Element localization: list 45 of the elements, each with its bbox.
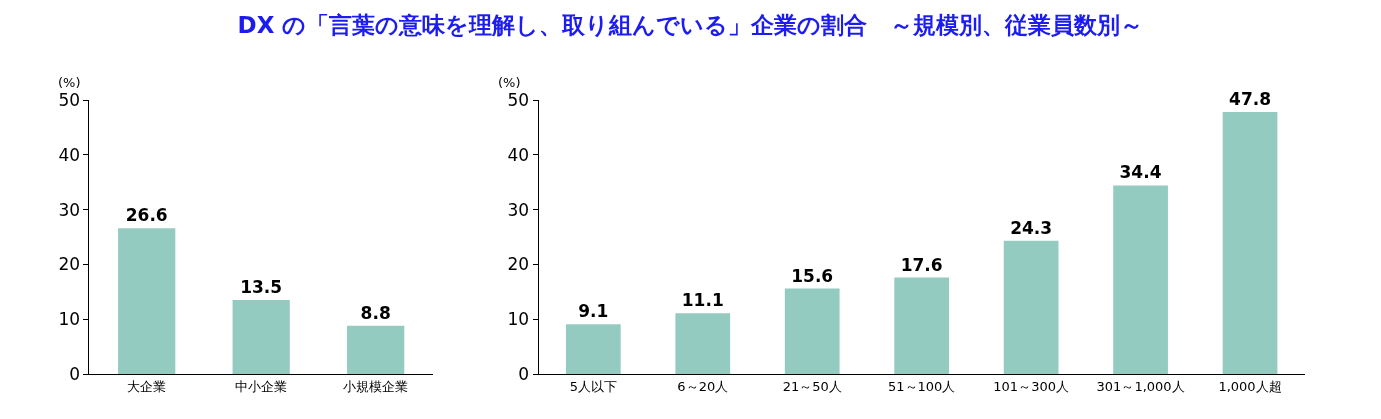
bar	[1222, 112, 1278, 374]
y-tick-label: 10	[507, 309, 530, 330]
x-tick-label: 6～20人	[677, 378, 729, 394]
y-tick-label: 20	[58, 254, 81, 275]
data-label: 24.3	[1010, 217, 1053, 238]
x-tick-label: 51～100人	[888, 378, 956, 394]
data-label: 11.1	[681, 290, 724, 311]
data-label: 34.4	[1119, 162, 1162, 183]
data-label: 9.1	[578, 301, 609, 322]
x-tick-label: 大企業	[127, 378, 167, 394]
x-tick-label: 101～300人	[993, 378, 1069, 394]
y-tick-label: 10	[58, 309, 81, 330]
y-axis-title: (%)	[58, 75, 81, 90]
y-tick-label: 40	[507, 144, 530, 165]
data-label: 8.8	[360, 302, 391, 323]
y-tick-label: 50	[58, 89, 81, 110]
bar	[1003, 240, 1059, 374]
y-tick-label: 20	[507, 254, 530, 275]
y-tick-label: 0	[518, 363, 530, 384]
y-tick-label: 0	[69, 363, 81, 384]
x-tick-label: 1,000人超	[1218, 378, 1282, 394]
data-label: 47.8	[1229, 89, 1272, 110]
data-label: 13.5	[240, 277, 283, 298]
y-tick-label: 30	[507, 199, 530, 220]
data-label: 17.6	[900, 254, 943, 275]
bar	[118, 228, 176, 374]
x-tick-label: 小規模企業	[343, 378, 409, 394]
x-tick-label: 5人以下	[569, 378, 617, 394]
x-tick-label: 中小企業	[235, 378, 288, 394]
data-label: 26.6	[125, 205, 168, 226]
y-tick-label: 50	[507, 89, 530, 110]
bar	[565, 324, 621, 374]
x-tick-label: 21～50人	[782, 378, 842, 394]
bar	[784, 288, 840, 374]
data-label: 15.6	[791, 265, 834, 286]
bar	[1113, 185, 1168, 374]
x-tick-label: 301～1,000人	[1096, 378, 1185, 394]
bar	[347, 325, 405, 374]
y-tick-label: 40	[58, 144, 81, 165]
y-tick-label: 30	[58, 199, 81, 220]
y-axis-title: (%)	[498, 75, 521, 90]
bar	[894, 277, 950, 374]
bar	[232, 300, 290, 374]
bar	[675, 313, 731, 374]
text: DX の「言葉の意味を理解し、取り組んでいる」企業の割合 ～規模別、従業員数別～	[237, 11, 1144, 38]
